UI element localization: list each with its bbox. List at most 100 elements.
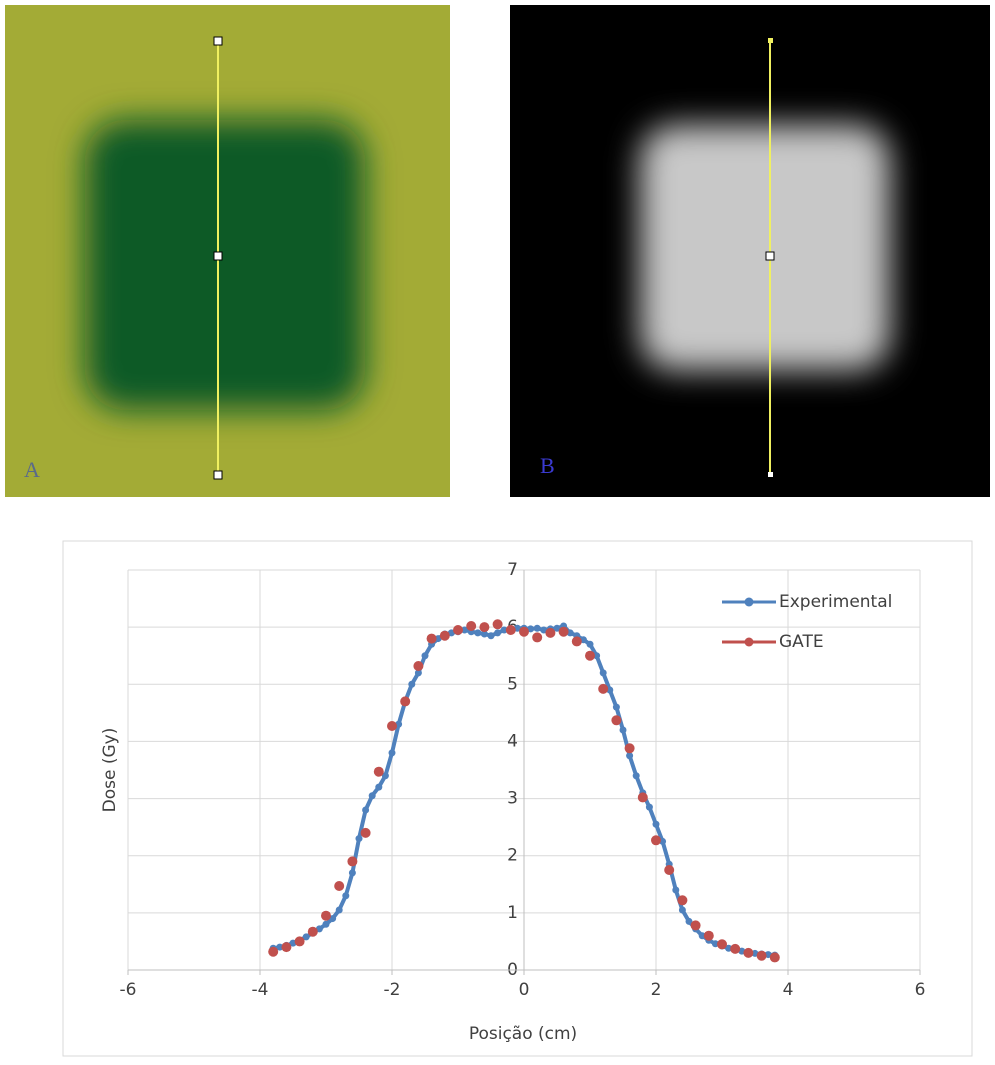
data-point	[453, 625, 463, 635]
data-point	[492, 619, 503, 630]
data-point	[626, 752, 634, 760]
data-point	[500, 626, 508, 634]
data-point	[717, 939, 727, 950]
x-tick-label: -2	[384, 980, 401, 1000]
data-point	[677, 895, 688, 906]
y-tick-label: 1	[507, 903, 518, 923]
data-point	[593, 652, 601, 660]
data-point	[599, 669, 607, 677]
y-tick-label: 5	[507, 674, 518, 694]
y-tick-label: 3	[507, 789, 518, 809]
data-point	[612, 703, 620, 711]
data-point	[387, 721, 397, 731]
data-point	[586, 640, 594, 648]
data-point	[505, 625, 516, 635]
data-point	[619, 726, 627, 734]
panel-label: B	[540, 453, 555, 478]
data-point	[479, 622, 490, 633]
data-point	[388, 749, 396, 757]
legend-label: Experimental	[779, 592, 892, 612]
data-point	[769, 952, 780, 963]
data-point	[690, 920, 701, 931]
data-point	[375, 783, 383, 791]
data-point	[532, 632, 543, 643]
data-point	[461, 626, 469, 634]
data-point	[348, 869, 356, 877]
data-point	[487, 632, 495, 640]
y-tick-label: 2	[507, 846, 518, 866]
data-point	[373, 766, 384, 777]
data-point	[381, 772, 389, 780]
x-tick-label: 2	[651, 980, 662, 1000]
data-point	[698, 932, 706, 940]
data-point	[685, 917, 693, 925]
data-point	[756, 950, 767, 961]
data-point	[414, 669, 422, 677]
data-point	[347, 856, 358, 867]
data-point	[322, 920, 330, 928]
data-point	[519, 626, 529, 637]
data-point	[703, 930, 714, 941]
data-point	[362, 806, 370, 814]
data-point	[302, 933, 310, 941]
x-axis-label: Posição (cm)	[469, 1024, 577, 1044]
data-point	[334, 881, 345, 891]
data-point	[480, 630, 488, 638]
data-point	[276, 943, 284, 951]
x-tick-label: 4	[783, 980, 794, 1000]
y-axis-label: Dose (Gy)	[100, 728, 120, 813]
data-point	[553, 624, 561, 632]
y-tick-label: 4	[507, 731, 518, 751]
panel-label: A	[24, 457, 40, 482]
data-point	[533, 624, 541, 632]
data-point	[494, 629, 502, 637]
data-point	[637, 792, 648, 803]
data-point	[268, 946, 279, 957]
data-point	[408, 680, 416, 688]
data-point	[632, 772, 640, 780]
data-point	[730, 943, 741, 954]
data-point	[545, 627, 556, 638]
data-point	[664, 865, 675, 875]
data-point	[421, 652, 429, 660]
data-point	[585, 650, 595, 661]
data-point	[439, 630, 450, 641]
data-point	[360, 827, 371, 838]
data-point	[342, 892, 350, 900]
x-tick-label: -6	[120, 980, 137, 1000]
panel-a: A	[5, 5, 450, 497]
x-tick-label: -4	[252, 980, 269, 1000]
data-point	[571, 636, 582, 647]
data-point	[400, 696, 411, 707]
data-point	[413, 661, 424, 671]
data-point	[678, 906, 686, 914]
data-point	[624, 743, 635, 754]
data-point	[651, 835, 661, 846]
data-point	[672, 886, 680, 894]
data-point	[598, 683, 609, 694]
data-point	[335, 906, 343, 914]
x-tick-label: 6	[915, 980, 926, 1000]
data-point	[368, 792, 376, 800]
data-point	[645, 803, 653, 811]
data-point	[355, 835, 363, 843]
data-point	[307, 926, 318, 937]
panel-b: B	[510, 5, 990, 497]
data-point	[294, 936, 305, 947]
legend-marker	[744, 597, 754, 607]
data-point	[743, 947, 754, 958]
data-point	[321, 910, 331, 921]
data-point	[652, 820, 660, 828]
x-tick-label: 0	[519, 980, 530, 1000]
data-point	[426, 633, 437, 644]
data-point	[466, 621, 477, 631]
data-point	[281, 942, 292, 953]
data-point	[474, 629, 482, 637]
legend-label: GATE	[779, 632, 824, 652]
data-point	[611, 715, 622, 726]
legend-marker	[744, 637, 754, 647]
data-point	[558, 626, 569, 637]
